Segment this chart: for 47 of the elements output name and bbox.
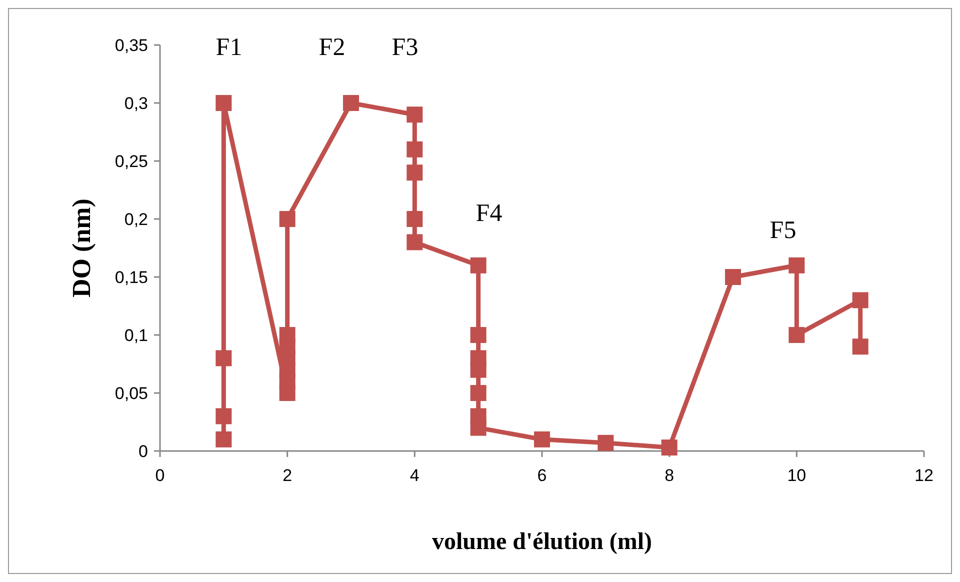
point: [216, 95, 232, 111]
point: [852, 292, 868, 308]
point: [216, 350, 232, 366]
point: [406, 106, 423, 123]
point: [470, 362, 486, 378]
x-tick-label: 8: [664, 466, 674, 485]
y-tick-label: 0,05: [114, 384, 148, 403]
x-tick-label: 0: [155, 466, 165, 485]
y-tick-label: 0,25: [114, 152, 148, 171]
x-tick-label: 2: [282, 466, 292, 485]
y-axis-title: DO (nm): [67, 198, 96, 298]
point: [661, 440, 678, 456]
annotation: F4: [476, 200, 503, 227]
point: [725, 269, 741, 285]
y-tick-label: 0,35: [114, 36, 148, 55]
annotation: F2: [318, 34, 346, 61]
point: [534, 431, 550, 448]
point: [406, 234, 423, 250]
x-tick-label: 12: [914, 466, 934, 485]
y-tick-label: 0,2: [124, 210, 148, 229]
point: [406, 211, 423, 227]
y-tick-label: 0: [138, 442, 148, 461]
point: [788, 327, 805, 343]
point: [216, 408, 232, 424]
y-tick-label: 0,15: [114, 268, 148, 287]
y-tick-label: 0,1: [124, 326, 148, 345]
point: [343, 95, 359, 111]
annotation: F3: [392, 34, 418, 61]
point: [470, 257, 486, 274]
annotation: F1: [216, 34, 242, 61]
x-tick-label: 10: [787, 466, 806, 485]
x-tick-label: 4: [410, 466, 420, 485]
annotation: F5: [770, 217, 796, 244]
point: [406, 164, 423, 181]
point: [470, 420, 486, 436]
x-tick-label: 6: [537, 466, 547, 485]
x-axis-title: volume d'élution (ml): [432, 529, 652, 555]
point: [470, 385, 486, 401]
point: [279, 327, 296, 343]
point: [406, 141, 423, 158]
point: [216, 431, 232, 448]
point: [788, 257, 805, 274]
point: [279, 211, 296, 227]
y-tick-label: 0,3: [124, 94, 148, 113]
point: [852, 338, 868, 355]
point: [470, 327, 486, 343]
point: [598, 434, 614, 451]
